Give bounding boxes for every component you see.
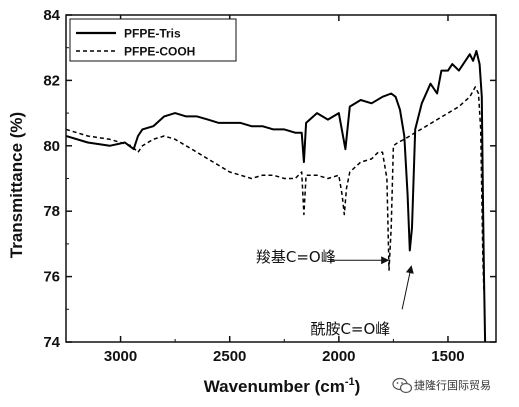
y-tick-label: 84 (43, 7, 60, 24)
plot-frame (65, 14, 497, 343)
x-axis-title-close: ) (355, 377, 361, 396)
y-axis-title: Transmittance (%) (7, 112, 26, 258)
ticks-layer: 74 76 78 80 82 84 3000 2500 2000 1500 (43, 7, 496, 365)
y-tick-label: 80 (43, 138, 60, 155)
axes-layer (65, 14, 497, 343)
x-tick-label: 3000 (104, 348, 137, 365)
annotation-amide-label: 酰胺C=O峰 (310, 320, 390, 338)
wechat-icon (392, 377, 413, 394)
watermark: 捷隆行国际贸易 (392, 377, 491, 394)
legend-label: PFPE-COOH (124, 45, 195, 59)
x-tick-label: 1500 (431, 348, 464, 365)
x-tick-label: 2000 (322, 348, 355, 365)
series-layer (66, 50, 487, 342)
annotation-amide-arrow (401, 265, 414, 310)
watermark-text: 捷隆行国际贸易 (414, 378, 491, 392)
series-line-pfpe-tris (66, 50, 487, 342)
y-tick-label: 78 (43, 203, 60, 220)
y-tick-label: 76 (43, 269, 60, 286)
legend-label: PFPE-Tris (124, 27, 181, 41)
x-axis-title: Wavenumber (cm-1) (204, 376, 361, 396)
x-axis-title-sup: -1 (345, 376, 355, 388)
y-tick-label: 82 (43, 72, 60, 89)
x-axis-title-main: Wavenumber (cm (204, 377, 345, 396)
legend-box (69, 18, 237, 62)
legend: PFPE-Tris PFPE-COOH (69, 18, 237, 62)
y-tick-label: 74 (43, 334, 60, 351)
annotation-carboxyl-label: 羧基C=O峰 (256, 248, 336, 266)
x-tick-label: 2500 (213, 348, 246, 365)
